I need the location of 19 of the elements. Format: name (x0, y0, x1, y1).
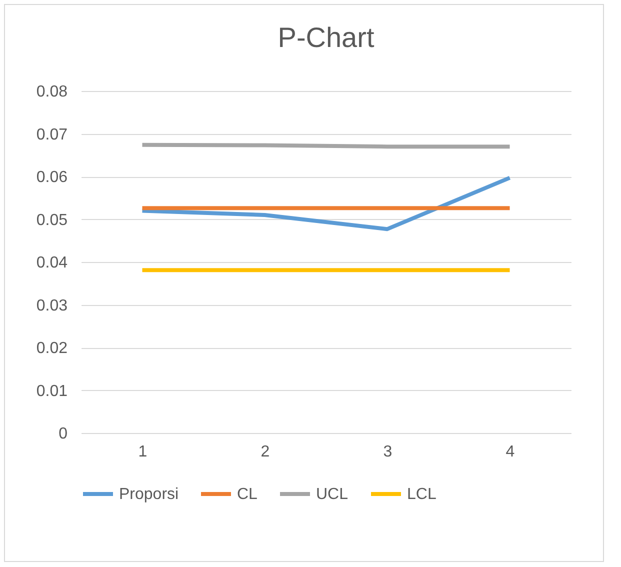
legend-label: CL (237, 486, 258, 503)
legend-label: UCL (316, 486, 348, 503)
y-tick-label: 0.01 (36, 382, 68, 400)
y-tick-label: 0.03 (36, 297, 68, 314)
y-tick-label: 0 (58, 426, 68, 442)
y-tick-label: 0.08 (36, 84, 68, 100)
y-tick-label: 0.04 (36, 254, 68, 272)
line-series (140, 176, 512, 232)
x-tick-label: 4 (506, 444, 515, 460)
y-tick-label: 0.02 (36, 340, 68, 357)
x-tick-label: 2 (260, 444, 270, 460)
legend-label: Proporsi (119, 486, 179, 503)
chart-title: P-Chart (278, 22, 374, 53)
y-tick-label: 0.05 (36, 212, 68, 229)
legend-label: LCL (407, 486, 436, 503)
x-tick-label: 3 (383, 444, 392, 460)
y-tick-label: 0.07 (36, 126, 68, 144)
y-tick-label: 0.06 (36, 169, 68, 186)
x-tick-label: 1 (138, 444, 148, 460)
